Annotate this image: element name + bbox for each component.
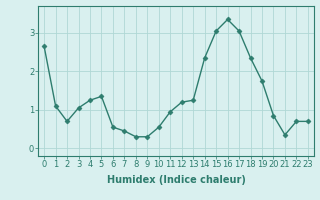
X-axis label: Humidex (Indice chaleur): Humidex (Indice chaleur)	[107, 175, 245, 185]
